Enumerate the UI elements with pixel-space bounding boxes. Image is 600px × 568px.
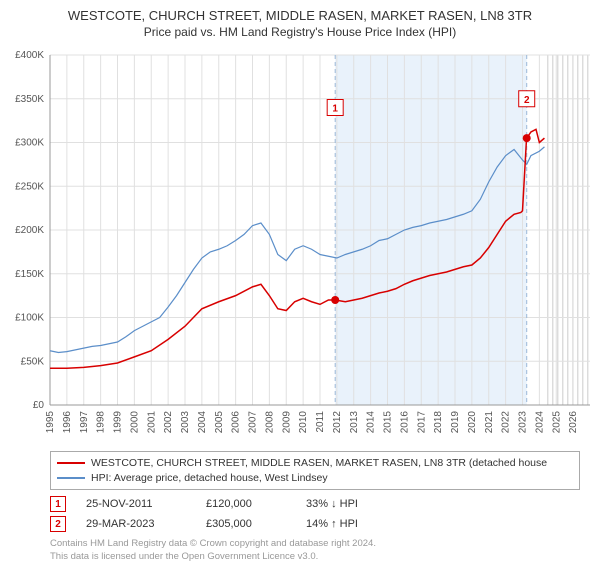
svg-text:1998: 1998	[96, 411, 107, 434]
svg-text:2013: 2013	[349, 411, 360, 434]
svg-text:£50K: £50K	[21, 356, 45, 367]
svg-text:2003: 2003	[180, 411, 191, 434]
chart-title: WESTCOTE, CHURCH STREET, MIDDLE RASEN, M…	[0, 8, 600, 23]
svg-text:2023: 2023	[518, 411, 529, 434]
svg-text:2002: 2002	[163, 411, 174, 434]
svg-text:£200K: £200K	[15, 225, 44, 236]
legend-row: WESTCOTE, CHURCH STREET, MIDDLE RASEN, M…	[57, 456, 573, 471]
sale-price: £305,000	[206, 518, 286, 530]
svg-text:£350K: £350K	[15, 94, 44, 105]
svg-text:£150K: £150K	[15, 269, 44, 280]
svg-text:2012: 2012	[332, 411, 343, 434]
svg-text:2004: 2004	[197, 411, 208, 434]
svg-text:1995: 1995	[45, 411, 56, 434]
sale-marker-icon: 2	[50, 516, 66, 532]
svg-text:£300K: £300K	[15, 138, 44, 149]
svg-text:2008: 2008	[264, 411, 275, 434]
svg-text:£250K: £250K	[15, 181, 44, 192]
footer: Contains HM Land Registry data © Crown c…	[50, 538, 580, 563]
sale-row: 1 25-NOV-2011 £120,000 33% ↓ HPI	[50, 494, 580, 514]
svg-text:2015: 2015	[383, 411, 394, 434]
sale-table: 1 25-NOV-2011 £120,000 33% ↓ HPI 2 29-MAR-202…	[50, 494, 580, 534]
svg-text:2022: 2022	[501, 411, 512, 434]
sale-diff: 14% ↑ HPI	[306, 518, 396, 530]
svg-text:2010: 2010	[298, 411, 309, 434]
sale-marker-icon: 1	[50, 496, 66, 512]
footer-line2: This data is licensed under the Open Gov…	[50, 551, 580, 563]
svg-text:1: 1	[332, 104, 338, 115]
svg-text:1997: 1997	[79, 411, 90, 434]
svg-text:£0: £0	[33, 400, 45, 411]
svg-text:2011: 2011	[315, 411, 326, 433]
svg-text:£100K: £100K	[15, 313, 44, 324]
legend-swatch	[57, 462, 85, 464]
svg-text:1999: 1999	[113, 411, 124, 434]
sale-diff: 33% ↓ HPI	[306, 498, 396, 510]
legend-swatch	[57, 477, 85, 479]
svg-text:£400K: £400K	[15, 50, 44, 61]
svg-text:2014: 2014	[366, 411, 377, 434]
svg-text:2006: 2006	[231, 411, 242, 434]
svg-text:2009: 2009	[281, 411, 292, 434]
svg-text:2: 2	[524, 95, 530, 106]
svg-text:2021: 2021	[484, 411, 495, 434]
svg-text:2001: 2001	[146, 411, 157, 434]
svg-text:2000: 2000	[129, 411, 140, 434]
chart-subtitle: Price paid vs. HM Land Registry's House …	[0, 25, 600, 39]
legend-label: WESTCOTE, CHURCH STREET, MIDDLE RASEN, M…	[91, 456, 547, 471]
svg-text:2025: 2025	[551, 411, 562, 434]
legend-label: HPI: Average price, detached house, West…	[91, 471, 328, 486]
svg-text:2007: 2007	[248, 411, 259, 434]
sale-date: 29-MAR-2023	[86, 518, 186, 530]
sale-price: £120,000	[206, 498, 286, 510]
svg-text:2020: 2020	[467, 411, 478, 434]
chart-container: WESTCOTE, CHURCH STREET, MIDDLE RASEN, M…	[0, 8, 600, 563]
footer-line1: Contains HM Land Registry data © Crown c…	[50, 538, 580, 550]
svg-text:2016: 2016	[399, 411, 410, 434]
svg-text:2024: 2024	[534, 411, 545, 434]
svg-text:2026: 2026	[568, 411, 579, 434]
chart-plot-area: £0 £50K £100K £150K £200K £250K £300K £350K £400…	[0, 45, 600, 445]
legend: WESTCOTE, CHURCH STREET, MIDDLE RASEN, M…	[50, 451, 580, 490]
svg-text:2017: 2017	[416, 411, 427, 434]
sale-date: 25-NOV-2011	[86, 498, 186, 510]
svg-text:2018: 2018	[433, 411, 444, 434]
svg-text:1996: 1996	[62, 411, 73, 434]
sale-row: 2 29-MAR-2023 £305,000 14% ↑ HPI	[50, 514, 580, 534]
svg-text:2005: 2005	[214, 411, 225, 434]
svg-text:2019: 2019	[450, 411, 461, 434]
chart-svg: £0 £50K £100K £150K £200K £250K £300K £350K £400…	[0, 45, 600, 445]
legend-row: HPI: Average price, detached house, West…	[57, 471, 573, 486]
